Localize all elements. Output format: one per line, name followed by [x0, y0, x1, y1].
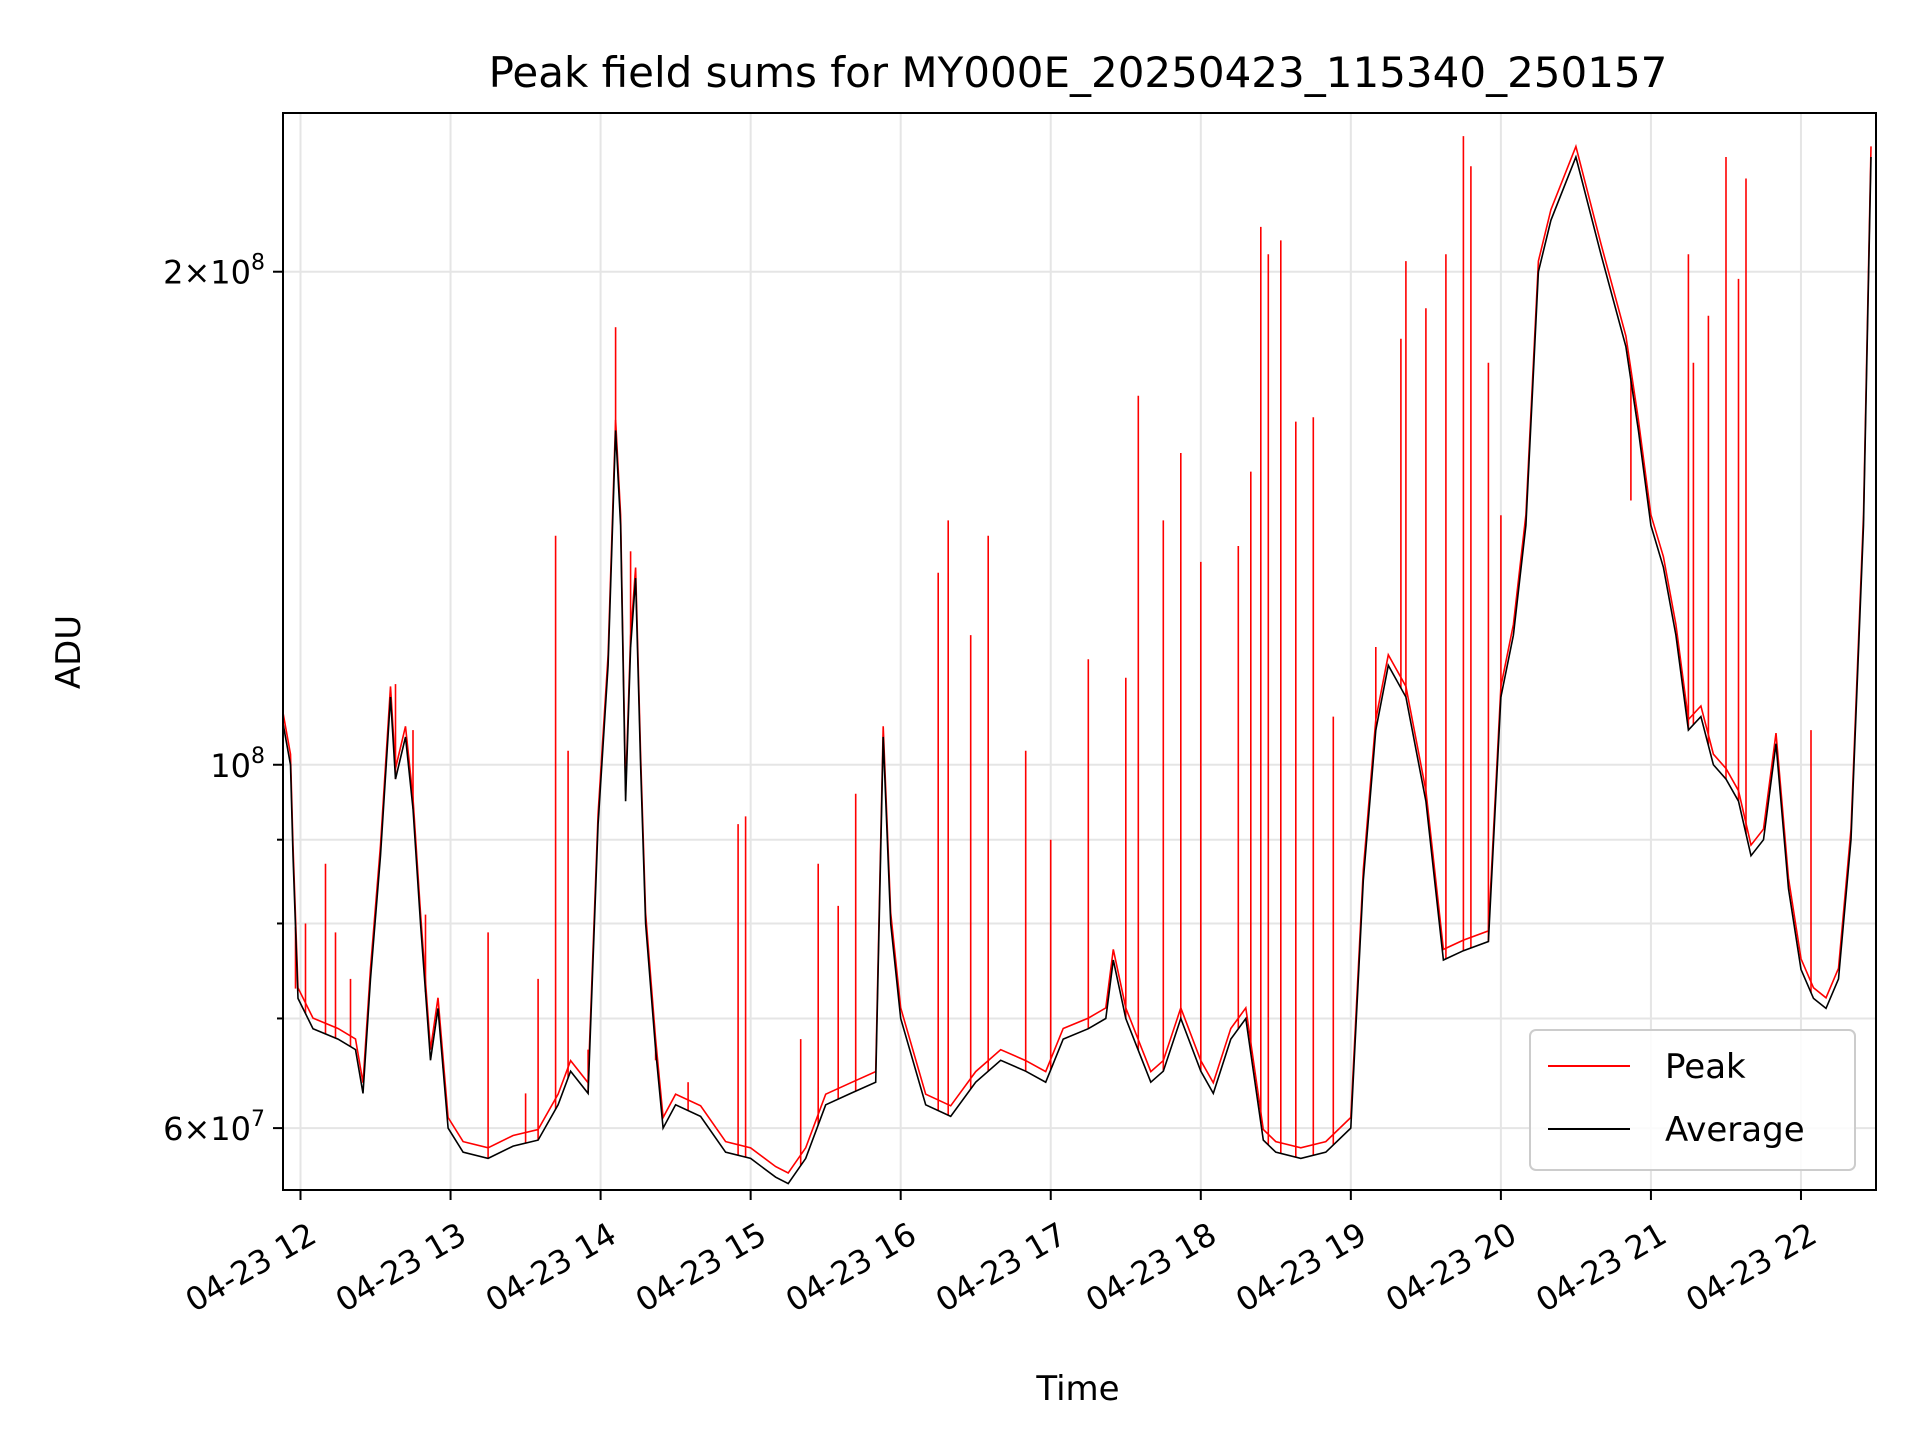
peak-series-line [282, 143, 1872, 1175]
average-series-line [282, 154, 1872, 1185]
plot-area-frame [282, 112, 1877, 1191]
average-series-layer [282, 154, 1872, 1185]
y-tick-label: 6×107 [163, 1107, 265, 1148]
y-axis-ticks: 6×107 108 2×108 [163, 251, 283, 1148]
chart-title: Peak field sums for MY000E_20250423_1153… [489, 48, 1668, 97]
y-axis-label: ADU [49, 615, 89, 689]
y-tick-label: 108 [210, 744, 265, 785]
chart-legend: Peak Average [1529, 1029, 1856, 1171]
x-axis-label: Time [1035, 1369, 1119, 1409]
legend-label-average: Average [1665, 1110, 1805, 1150]
legend-label-peak: Peak [1665, 1047, 1746, 1087]
peak-series-layer [282, 136, 1872, 1175]
grid-layer [283, 113, 1876, 1190]
y-tick-label: 2×108 [163, 251, 265, 292]
